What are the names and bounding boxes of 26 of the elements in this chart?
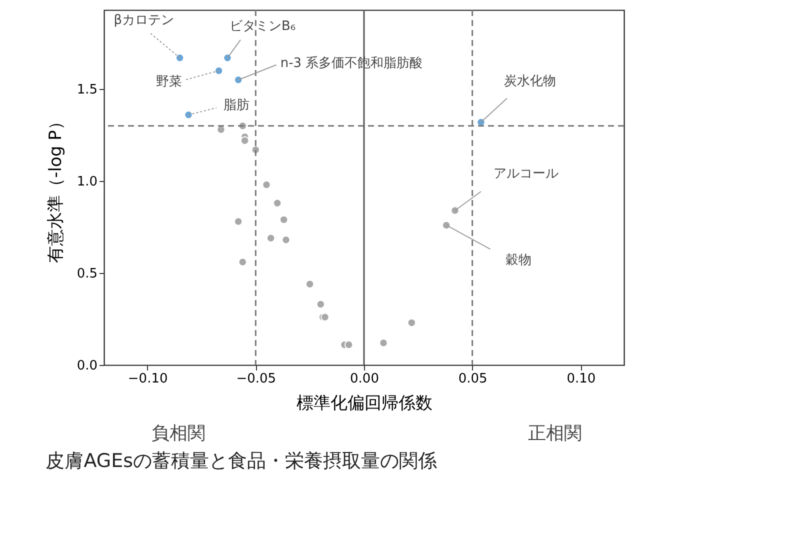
point xyxy=(450,206,460,215)
annotation: 脂肪 xyxy=(224,98,250,113)
x-tick-label: −0.10 xyxy=(128,372,168,386)
y-axis-title: 有意水準（-log P） xyxy=(46,113,66,263)
point xyxy=(379,338,388,348)
annotation: ビタミンB₆ xyxy=(229,18,296,34)
text: 負相関 xyxy=(151,423,206,444)
x-axis-title: 標準化偏回帰係数 xyxy=(296,394,432,414)
point xyxy=(262,180,271,190)
x-tick-label: 0.00 xyxy=(350,372,379,386)
point xyxy=(282,236,290,244)
y-tick-label: 0.5 xyxy=(76,266,98,282)
point xyxy=(344,340,354,350)
y-tick-label: 1.0 xyxy=(76,174,98,190)
y-tick-label: 0.0 xyxy=(76,358,98,374)
x-tick-label: 0.05 xyxy=(458,372,488,386)
annotation: 炭水化物 xyxy=(504,74,556,90)
x-tick-label: 0.10 xyxy=(566,372,596,386)
annotation: 穀物 xyxy=(505,253,532,268)
text: 正相関 xyxy=(528,423,582,444)
annotation: アルコール xyxy=(494,166,558,182)
x-tick-label: −0.05 xyxy=(236,372,276,386)
annotation: βカロテン xyxy=(114,12,174,28)
y-tick-label: 1.5 xyxy=(76,82,98,98)
annotation: 野菜 xyxy=(156,74,182,90)
text: 皮膚AGEsの蓄積量と食品・栄養摂取量の関係 xyxy=(46,450,438,472)
